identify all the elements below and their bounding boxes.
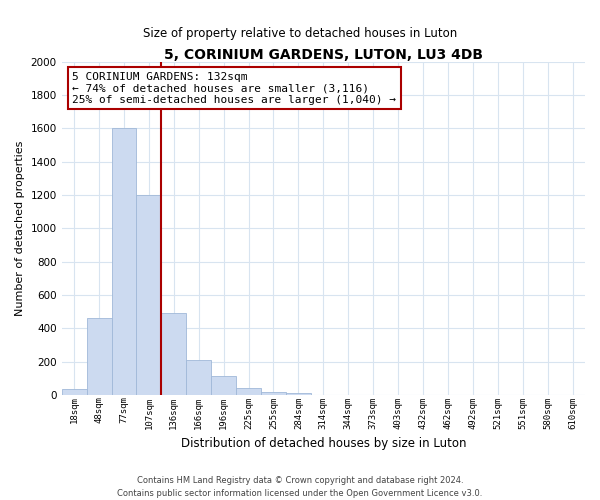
Text: Contains HM Land Registry data © Crown copyright and database right 2024.
Contai: Contains HM Land Registry data © Crown c… [118, 476, 482, 498]
Bar [161, 314, 186, 395]
Y-axis label: Number of detached properties: Number of detached properties [15, 140, 25, 316]
Bar [136, 195, 161, 395]
Bar [286, 394, 311, 395]
Text: 5 CORINIUM GARDENS: 132sqm
← 74% of detached houses are smaller (3,116)
25% of s: 5 CORINIUM GARDENS: 132sqm ← 74% of deta… [72, 72, 396, 104]
Title: 5, CORINIUM GARDENS, LUTON, LU3 4DB: 5, CORINIUM GARDENS, LUTON, LU3 4DB [164, 48, 483, 62]
Text: Size of property relative to detached houses in Luton: Size of property relative to detached ho… [143, 28, 457, 40]
Bar [211, 376, 236, 395]
Bar [236, 388, 261, 395]
X-axis label: Distribution of detached houses by size in Luton: Distribution of detached houses by size … [181, 437, 466, 450]
Bar [186, 360, 211, 395]
Bar [62, 389, 86, 395]
Bar [261, 392, 286, 395]
Bar [112, 128, 136, 395]
Bar [86, 318, 112, 395]
